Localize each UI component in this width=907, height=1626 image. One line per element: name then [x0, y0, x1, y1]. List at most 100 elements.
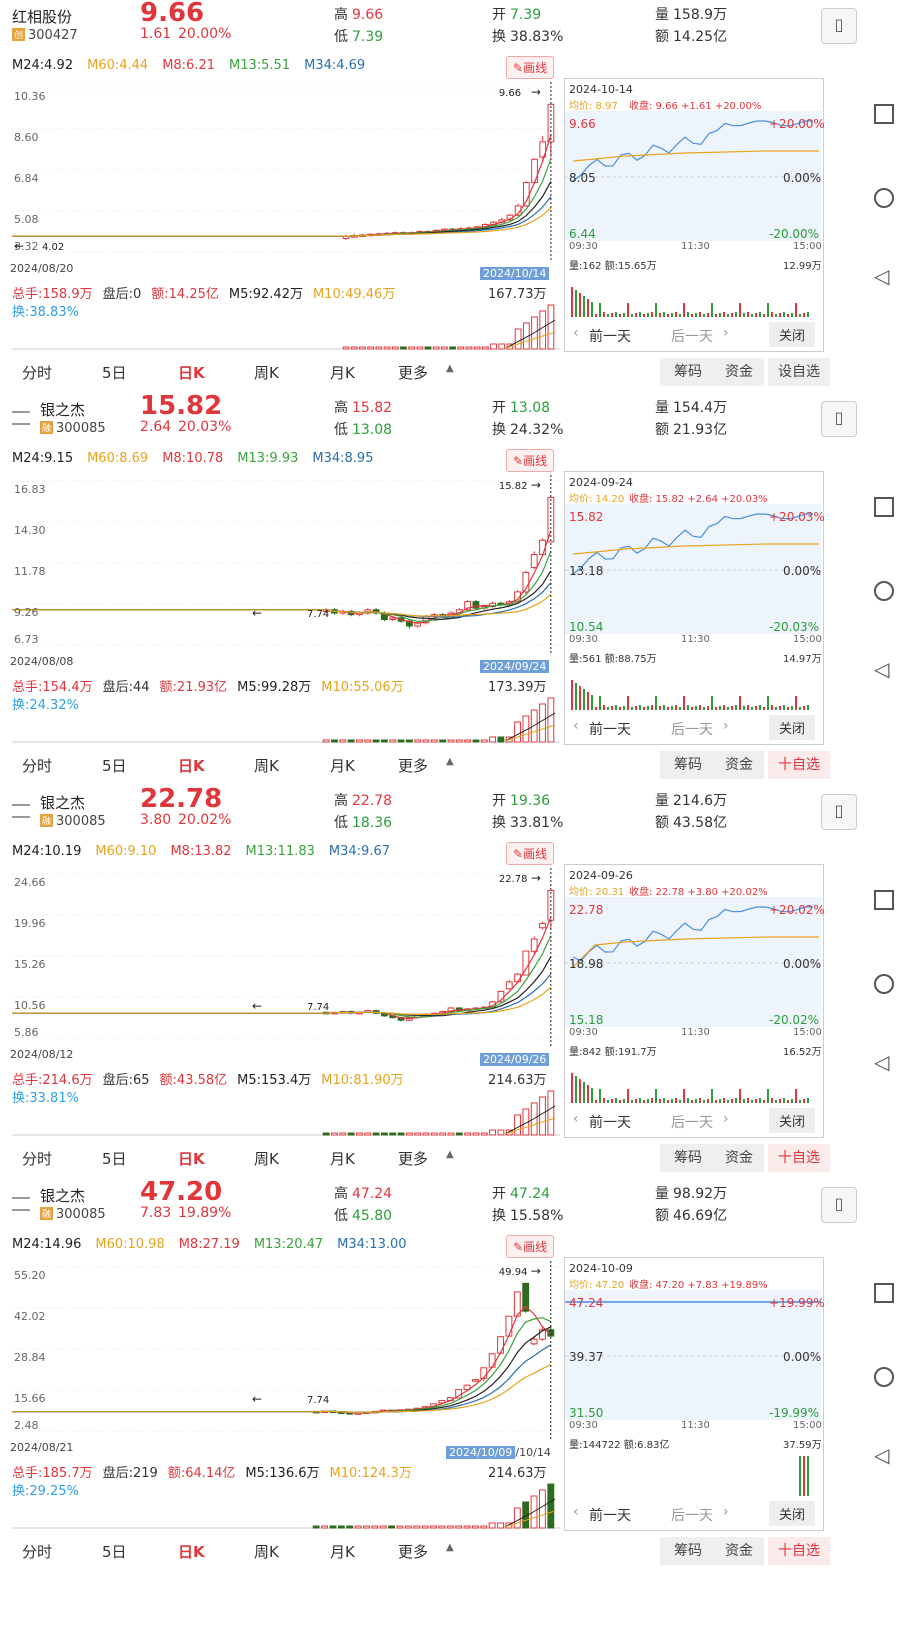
tool-button-z[interactable]: 资金	[714, 358, 764, 386]
tab-t6[interactable]: 更多	[398, 1543, 429, 1561]
prev-day-button[interactable]: 前一天	[589, 722, 631, 738]
square-nav-icon[interactable]	[874, 1283, 894, 1303]
tool-button-s[interactable]: 十自选	[768, 1537, 830, 1565]
next-day-button[interactable]: 后一天	[671, 1115, 713, 1131]
triangle-nav-icon[interactable]: ◁	[874, 1050, 890, 1074]
close-button[interactable]: 关闭	[769, 322, 816, 347]
kline-chart[interactable]: 55.20 42.02 28.84 15.66 2.48 49.94 → 7.74 ←	[12, 1261, 572, 1441]
tool-button-s[interactable]: 十自选	[768, 751, 830, 779]
intraday-panel[interactable]: 2024-10-14 均价: 8.97 收盘: 9.66 +1.61 +20.00%…	[564, 78, 825, 352]
tool-button-z[interactable]: 资金	[714, 1144, 764, 1172]
tab-t2[interactable]: 5日	[102, 1543, 127, 1561]
intraday-volume-bar	[599, 303, 601, 317]
next-day-button[interactable]: 后一天	[671, 722, 713, 738]
kline-chart[interactable]: 10.36 8.60 6.84 5.08 3.32 9.66 → 4.02 ←	[12, 82, 572, 262]
draw-line-button[interactable]: ✎画线	[506, 56, 555, 79]
intraday-volume-bar	[771, 705, 773, 710]
intraday-panel[interactable]: 2024-09-24 均价: 14.20 收盘: 15.82 +2.64 +20.0…	[564, 471, 825, 745]
tool-button-z[interactable]: 资金	[714, 1537, 764, 1565]
intraday-volume-bar	[595, 1100, 597, 1103]
draw-line-button[interactable]: ✎画线	[506, 842, 555, 865]
close-button[interactable]: 关闭	[769, 1108, 816, 1133]
close-button[interactable]: 关闭	[769, 715, 816, 740]
tab-t5[interactable]: 月K	[330, 1150, 355, 1168]
tool-button-c[interactable]: 筹码	[660, 751, 716, 779]
volume-m5: M5:153.4万	[237, 1073, 312, 1088]
phone-icon[interactable]: ▯	[821, 794, 857, 830]
intraday-volume-bar	[779, 706, 781, 710]
tool-button-c[interactable]: 筹码	[660, 1537, 716, 1565]
prev-day-button[interactable]: 前一天	[589, 1115, 631, 1131]
tab-t3[interactable]: 日K	[178, 757, 205, 775]
volume-bar	[350, 346, 358, 350]
draw-line-label: 画线	[523, 1240, 548, 1254]
tool-button-s[interactable]: 十自选	[768, 1144, 830, 1172]
kline-chart[interactable]: 24.66 19.96 15.26 10.56 5.86 22.78 → 7.74 ←	[12, 868, 572, 1048]
tab-t5[interactable]: 月K	[330, 757, 355, 775]
tab-t5[interactable]: 月K	[330, 364, 355, 382]
pencil-icon: ✎	[513, 1240, 524, 1254]
next-day-button[interactable]: 后一天	[671, 1508, 713, 1524]
tab-t1[interactable]: 分时	[22, 364, 53, 382]
candle-body	[539, 539, 546, 556]
tab-t4[interactable]: 周K	[254, 364, 279, 382]
turnover-rate: 换:29.25%	[12, 1484, 79, 1499]
triangle-nav-icon[interactable]: ◁	[874, 1443, 890, 1467]
tab-t4[interactable]: 周K	[254, 757, 279, 775]
triangle-nav-icon[interactable]: ◁	[874, 264, 890, 288]
triangle-nav-icon[interactable]: ◁	[874, 657, 890, 681]
square-nav-icon[interactable]	[874, 104, 894, 124]
amount-stat: 额 14.25亿	[655, 26, 727, 46]
intraday-panel[interactable]: 2024-10-09 均价: 47.20 收盘: 47.20 +7.83 +19.8…	[564, 1257, 825, 1531]
tab-t1[interactable]: 分时	[22, 1543, 53, 1561]
menu-icon[interactable]	[12, 804, 30, 818]
intraday-top-pct: +20.00%	[769, 117, 825, 131]
tab-t2[interactable]: 5日	[102, 757, 127, 775]
tool-button-s[interactable]: 设自选	[768, 358, 830, 386]
close-button[interactable]: 关闭	[769, 1501, 816, 1526]
tab-t3[interactable]: 日K	[178, 1543, 205, 1561]
y-tick-label: 6.73	[14, 633, 39, 646]
intraday-top-pct: +20.03%	[769, 510, 825, 524]
tab-t2[interactable]: 5日	[102, 1150, 127, 1168]
tab-t6[interactable]: 更多	[398, 1150, 429, 1168]
tool-button-c[interactable]: 筹码	[660, 358, 716, 386]
tab-t6[interactable]: 更多	[398, 364, 429, 382]
circle-nav-icon[interactable]	[874, 1367, 894, 1387]
intraday-date: 2024-10-09	[569, 1262, 633, 1275]
square-nav-icon[interactable]	[874, 497, 894, 517]
tab-t3[interactable]: 日K	[178, 1150, 205, 1168]
tab-t5[interactable]: 月K	[330, 1543, 355, 1561]
intraday-panel[interactable]: 2024-09-26 均价: 20.31 收盘: 22.78 +3.80 +20.0…	[564, 864, 825, 1138]
tab-t1[interactable]: 分时	[22, 1150, 53, 1168]
circle-nav-icon[interactable]	[874, 974, 894, 994]
tab-t4[interactable]: 周K	[254, 1543, 279, 1561]
tab-t2[interactable]: 5日	[102, 364, 127, 382]
draw-line-button[interactable]: ✎画线	[506, 449, 555, 472]
circle-nav-icon[interactable]	[874, 188, 894, 208]
tab-t3[interactable]: 日K	[178, 364, 205, 382]
square-nav-icon[interactable]	[874, 890, 894, 910]
kline-chart[interactable]: 16.83 14.30 11.78 9.26 6.73 15.82 → 7.74 ←	[12, 475, 572, 655]
phone-icon[interactable]: ▯	[821, 8, 857, 44]
menu-icon[interactable]	[12, 1197, 30, 1211]
prev-day-button[interactable]: 前一天	[589, 1508, 631, 1524]
next-day-button[interactable]: 后一天	[671, 329, 713, 345]
intraday-volume-bar	[723, 1098, 725, 1103]
phone-icon[interactable]: ▯	[821, 401, 857, 437]
tab-t1[interactable]: 分时	[22, 757, 53, 775]
intraday-volume-bar	[643, 707, 645, 710]
ma-m34-value: M34:8.95	[312, 451, 374, 466]
turnover-stat: 换 38.83%	[492, 26, 563, 46]
candle-body	[505, 981, 513, 990]
volume-m10: M10:49.46万	[312, 287, 396, 302]
tab-t6[interactable]: 更多	[398, 757, 429, 775]
draw-line-button[interactable]: ✎画线	[506, 1235, 555, 1258]
tab-t4[interactable]: 周K	[254, 1150, 279, 1168]
prev-day-button[interactable]: 前一天	[589, 329, 631, 345]
phone-icon[interactable]: ▯	[821, 1187, 857, 1223]
circle-nav-icon[interactable]	[874, 581, 894, 601]
menu-icon[interactable]	[12, 411, 30, 425]
tool-button-z[interactable]: 资金	[714, 751, 764, 779]
tool-button-c[interactable]: 筹码	[660, 1144, 716, 1172]
